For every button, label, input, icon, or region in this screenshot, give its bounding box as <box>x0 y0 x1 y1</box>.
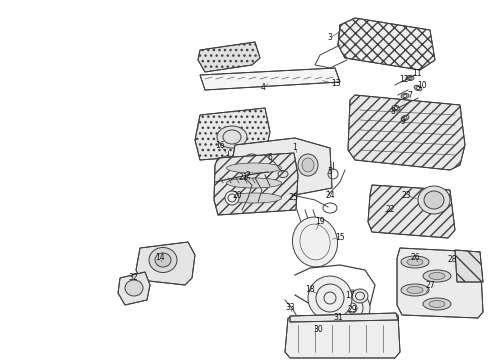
Polygon shape <box>455 250 483 282</box>
Text: 30: 30 <box>313 325 323 334</box>
Polygon shape <box>338 18 435 70</box>
Ellipse shape <box>274 158 286 172</box>
Text: 23: 23 <box>401 190 411 199</box>
Ellipse shape <box>225 191 239 205</box>
Polygon shape <box>230 138 332 195</box>
Text: 5: 5 <box>327 167 332 176</box>
Ellipse shape <box>298 154 318 176</box>
Ellipse shape <box>226 193 281 203</box>
Ellipse shape <box>246 158 258 172</box>
Ellipse shape <box>217 126 247 148</box>
Ellipse shape <box>401 115 409 121</box>
Ellipse shape <box>401 256 429 268</box>
Text: 28: 28 <box>447 256 457 265</box>
Polygon shape <box>136 242 195 285</box>
Ellipse shape <box>352 289 368 303</box>
Text: 3: 3 <box>327 33 332 42</box>
Text: 8: 8 <box>391 107 395 116</box>
Polygon shape <box>198 42 260 72</box>
Ellipse shape <box>429 273 445 279</box>
Polygon shape <box>285 315 400 358</box>
Ellipse shape <box>226 178 281 188</box>
Text: 6: 6 <box>268 153 272 162</box>
Text: 2: 2 <box>245 171 250 180</box>
Ellipse shape <box>155 253 171 267</box>
Text: 32: 32 <box>128 274 138 283</box>
Text: 31: 31 <box>333 312 343 321</box>
Text: 12: 12 <box>399 76 409 85</box>
Text: 21: 21 <box>238 174 248 183</box>
Text: 18: 18 <box>305 285 315 294</box>
Text: 27: 27 <box>425 280 435 289</box>
Polygon shape <box>397 248 483 318</box>
Ellipse shape <box>406 76 414 81</box>
Ellipse shape <box>407 287 423 293</box>
Text: 19: 19 <box>315 217 325 226</box>
Ellipse shape <box>242 154 262 176</box>
Ellipse shape <box>407 258 423 266</box>
Polygon shape <box>214 153 298 215</box>
Ellipse shape <box>429 301 445 307</box>
Ellipse shape <box>401 284 429 296</box>
Polygon shape <box>348 95 465 170</box>
Text: 24: 24 <box>325 190 335 199</box>
Polygon shape <box>200 68 340 90</box>
Ellipse shape <box>423 298 451 310</box>
Ellipse shape <box>226 163 281 173</box>
Ellipse shape <box>424 191 444 209</box>
Text: 26: 26 <box>410 253 420 262</box>
Text: 15: 15 <box>335 233 345 242</box>
Text: 11: 11 <box>412 69 422 78</box>
Ellipse shape <box>418 186 450 214</box>
Ellipse shape <box>149 248 177 273</box>
Polygon shape <box>368 185 455 238</box>
Text: 4: 4 <box>261 84 266 93</box>
Text: 33: 33 <box>285 303 295 312</box>
Text: 10: 10 <box>417 81 427 90</box>
Text: 14: 14 <box>155 253 165 262</box>
Text: 20: 20 <box>232 190 242 199</box>
Text: 16: 16 <box>215 140 225 149</box>
Ellipse shape <box>302 158 314 172</box>
Ellipse shape <box>125 280 143 296</box>
Polygon shape <box>118 272 150 305</box>
Text: 29: 29 <box>347 306 357 315</box>
Text: 22: 22 <box>385 206 395 215</box>
Text: 17: 17 <box>345 291 355 300</box>
Ellipse shape <box>216 156 240 180</box>
Ellipse shape <box>334 290 370 326</box>
Ellipse shape <box>308 276 352 320</box>
Text: 25: 25 <box>288 194 298 202</box>
Text: 7: 7 <box>408 91 413 100</box>
Text: 1: 1 <box>293 144 297 153</box>
Ellipse shape <box>401 94 409 99</box>
Ellipse shape <box>423 270 451 282</box>
Ellipse shape <box>270 154 290 176</box>
Text: 9: 9 <box>400 117 405 126</box>
Ellipse shape <box>392 105 400 111</box>
Ellipse shape <box>414 85 422 91</box>
Polygon shape <box>195 108 270 160</box>
Text: 13: 13 <box>331 80 341 89</box>
Ellipse shape <box>293 217 338 267</box>
Polygon shape <box>290 313 398 322</box>
